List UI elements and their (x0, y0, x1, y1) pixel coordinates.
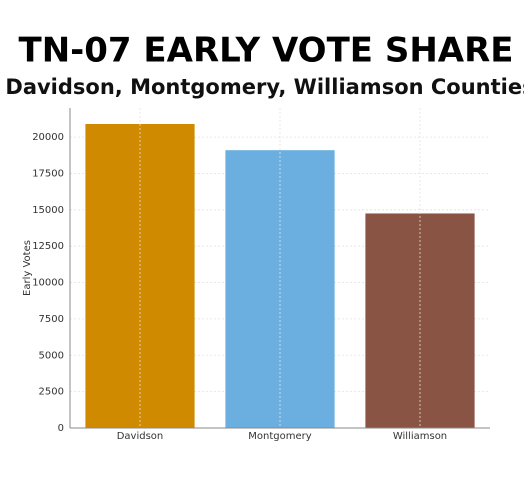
y-tick-label: 7500 (39, 314, 64, 325)
y-tick-label: 10000 (32, 278, 64, 289)
y-tick-label: 20000 (32, 132, 64, 143)
chart-subtitle: Davidson, Montgomery, Williamson Countie… (5, 75, 524, 99)
x-tick-label: Williamson (393, 431, 447, 442)
y-tick-label: 12500 (32, 241, 64, 252)
x-tick-label: Davidson (117, 431, 164, 442)
x-tick-label: Montgomery (248, 431, 311, 442)
y-tick-label: 15000 (32, 205, 64, 216)
y-axis-label: Early Votes (22, 240, 33, 296)
y-tick-label: 2500 (39, 387, 64, 398)
y-tick-label: 5000 (39, 350, 64, 361)
y-tick-label: 17500 (32, 168, 64, 179)
y-tick-label: 0 (58, 423, 64, 434)
chart-title: TN-07 EARLY VOTE SHARE (19, 31, 514, 71)
